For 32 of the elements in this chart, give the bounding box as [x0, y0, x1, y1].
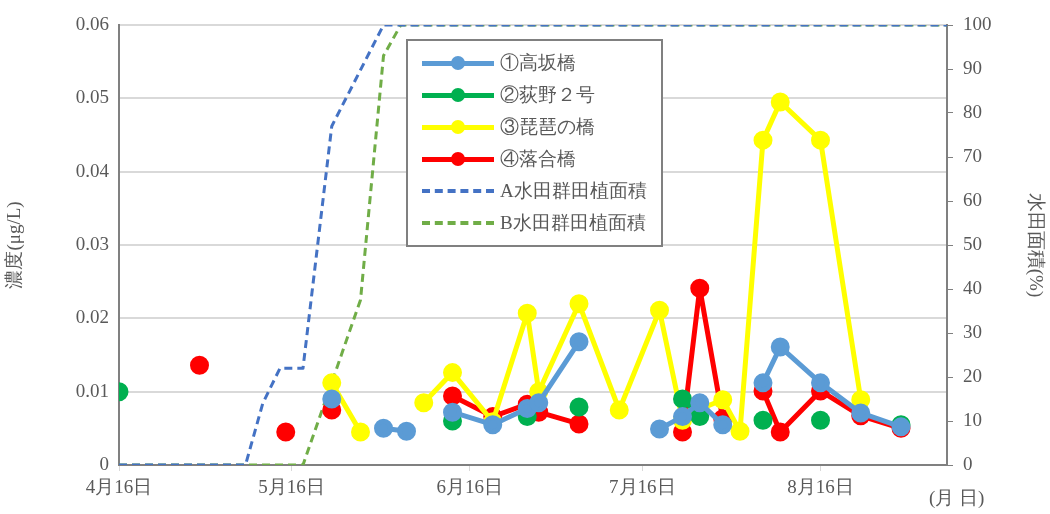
- y2-tick-label: 50: [963, 232, 982, 254]
- legend-label: A水田群田植面積: [500, 179, 647, 203]
- y2-tick-label: 80: [963, 100, 982, 122]
- y-tick-label: 0.01: [75, 379, 109, 401]
- y-tick-label: 0.04: [75, 159, 110, 181]
- x-tick-label: 6月16日: [436, 476, 503, 498]
- y-tick-label: 0.02: [75, 306, 109, 328]
- y-tick-label: 0: [99, 452, 109, 474]
- x-axis-title: (月 日): [929, 486, 985, 509]
- y2-tick-label: 60: [963, 188, 982, 210]
- y-axis-title: 濃度(μg/L): [3, 201, 26, 289]
- y2-axis-title: 水田面積(%): [1024, 192, 1047, 298]
- y2-tick-label: 20: [963, 364, 982, 386]
- y2-tick-label: 40: [963, 276, 982, 298]
- legend-label: B水田群田植面積: [500, 211, 646, 235]
- y2-tick-label: 100: [963, 12, 992, 34]
- y-tick-label: 0.06: [75, 12, 109, 34]
- y2-tick-label: 10: [963, 408, 982, 430]
- legend-label: ①高坂橋: [500, 51, 576, 75]
- legend-label: ③琵琶の橋: [500, 115, 595, 139]
- y-tick-label: 0.05: [75, 86, 109, 108]
- x-tick-label: 4月16日: [85, 476, 153, 498]
- legend-label: ④落合橋: [500, 147, 576, 171]
- y2-tick-label: 30: [963, 320, 982, 342]
- x-tick-label: 8月16日: [787, 476, 854, 498]
- x-tick-label: 5月16日: [258, 476, 325, 498]
- y-tick-label: 0.03: [75, 232, 109, 254]
- y2-tick-label: 70: [963, 144, 982, 166]
- y2-tick-label: 0: [963, 452, 973, 474]
- y2-tick-label: 90: [963, 56, 982, 78]
- x-tick-label: 7月16日: [609, 476, 676, 498]
- legend-label: ②荻野２号: [500, 83, 595, 107]
